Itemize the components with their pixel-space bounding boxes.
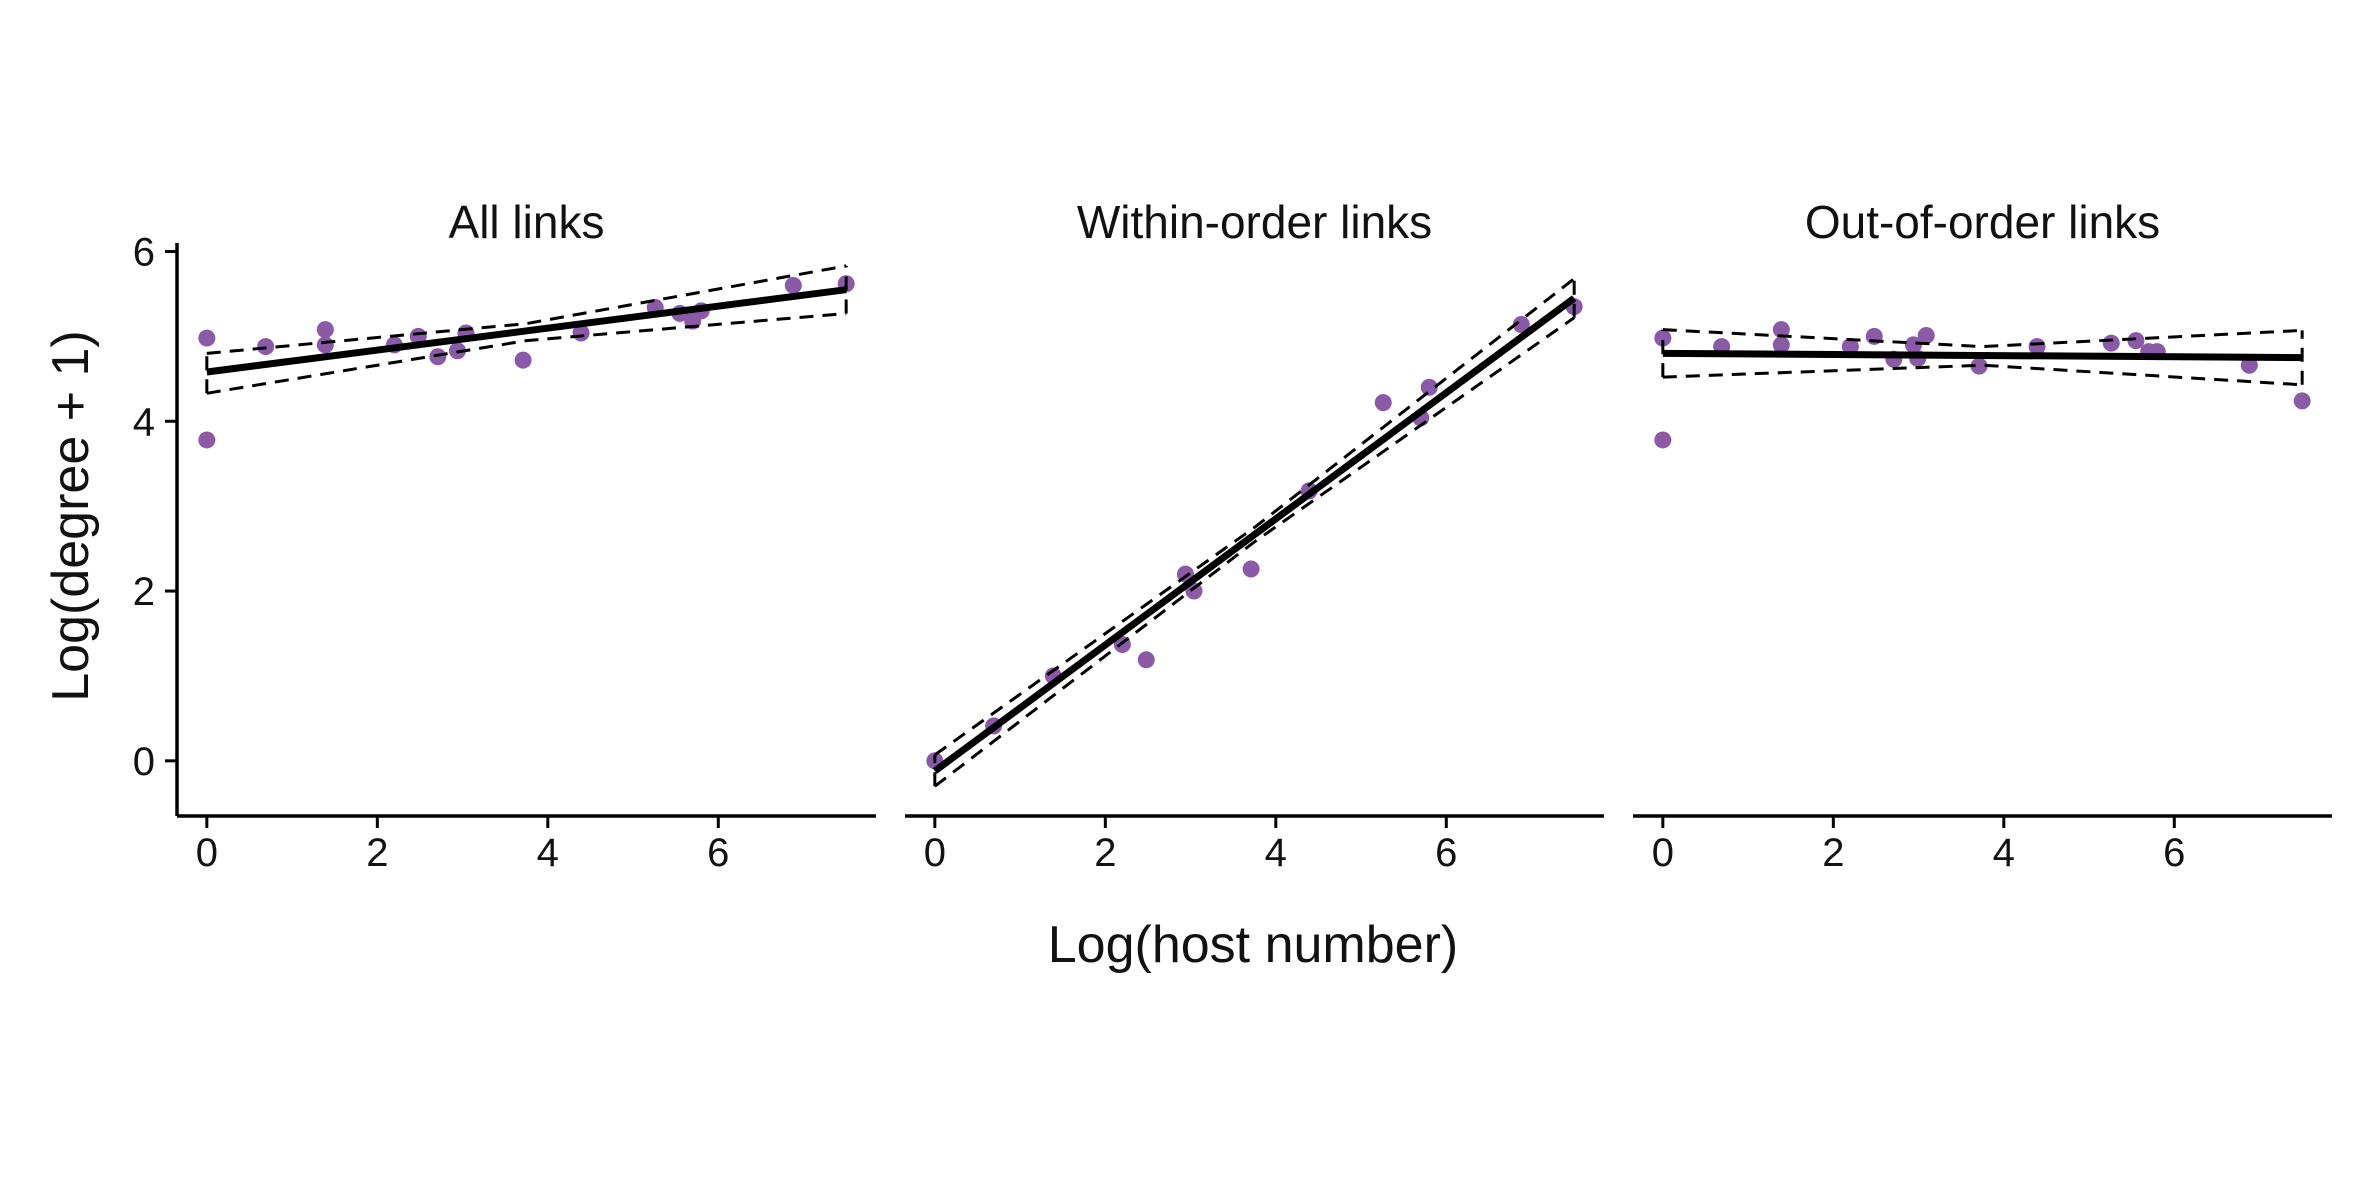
facet-title: Out-of-order links (1805, 196, 2160, 248)
data-point (1374, 394, 1392, 412)
data-point (1904, 336, 1922, 354)
data-point (514, 351, 532, 369)
data-point (316, 336, 334, 354)
data-point (429, 348, 447, 366)
data-point (198, 329, 216, 347)
x-tick-label: 6 (2163, 831, 2185, 875)
facet-title: All links (449, 196, 605, 248)
data-point (2293, 392, 2311, 410)
data-point (2127, 332, 2145, 350)
y-axis-title: Log(degree + 1) (42, 330, 100, 702)
facet-panel-1: All links 0 2 4 6 0 2 4 6 (133, 196, 876, 875)
data-point (1137, 651, 1155, 669)
data-point (1420, 378, 1438, 396)
data-point (1917, 327, 1935, 345)
data-point (1970, 357, 1988, 375)
facet-panel-2: Within-order links 0 2 4 6 (905, 196, 1604, 875)
ci-upper-line (933, 277, 1576, 757)
data-point (2240, 356, 2258, 374)
facet-panel-3: Out-of-order links 0 2 4 6 (1633, 196, 2332, 875)
y-tick-label: 2 (133, 570, 155, 614)
facet-title: Within-order links (1077, 196, 1432, 248)
data-point (316, 321, 334, 339)
data-point (2102, 334, 2120, 352)
data-point (1242, 560, 1260, 578)
x-tick-label: 2 (1822, 831, 1844, 875)
fit-line (206, 286, 847, 376)
y-tick-label: 0 (133, 740, 155, 784)
ci-upper-line (1662, 328, 2303, 349)
ci-lower-line (206, 312, 847, 395)
x-tick-label: 4 (537, 831, 559, 875)
x-tick-label: 2 (366, 831, 388, 875)
fit-line (932, 295, 1577, 774)
x-tick-label: 6 (1435, 831, 1457, 875)
data-point (1772, 321, 1790, 339)
x-tick-label: 0 (196, 831, 218, 875)
data-point (1654, 329, 1672, 347)
data-point (1512, 315, 1530, 333)
x-tick-label: 6 (707, 831, 729, 875)
data-point (1654, 431, 1672, 449)
x-axis-title: Log(host number) (1048, 916, 1458, 974)
data-point (198, 431, 216, 449)
ci-lower-line (1662, 363, 2303, 387)
y-tick-label: 4 (133, 400, 155, 444)
x-tick-label: 0 (924, 831, 946, 875)
data-point (1841, 338, 1859, 356)
ci-lower-line (933, 316, 1576, 788)
x-tick-label: 4 (1265, 831, 1287, 875)
x-tick-label: 0 (1652, 831, 1674, 875)
ci-upper-line (206, 264, 847, 355)
y-tick-label: 6 (133, 230, 155, 274)
data-point (1772, 336, 1790, 354)
x-tick-label: 2 (1094, 831, 1116, 875)
data-point (784, 276, 802, 294)
fit-line (1662, 349, 2303, 362)
x-tick-label: 4 (1993, 831, 2015, 875)
